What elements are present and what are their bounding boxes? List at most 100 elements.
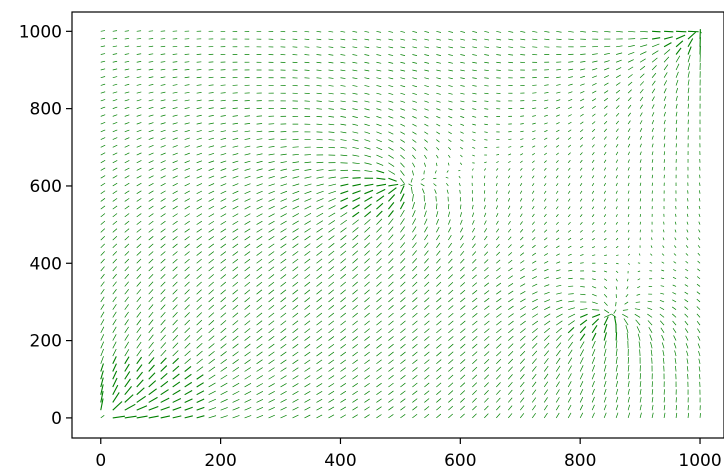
vector-arrow [244,123,251,125]
vector-arrow [160,45,166,48]
vector-arrow [556,269,561,272]
vector-arrow [160,160,166,164]
vector-arrow [232,153,239,156]
vector-arrow [400,154,405,160]
vector-arrow [112,144,118,148]
vector-arrow [220,92,226,94]
vector-arrow [519,229,524,233]
vector-arrow [448,305,454,310]
vector-arrow [698,229,701,233]
vector-arrow [591,175,595,179]
vector-arrow [496,236,500,241]
vector-arrow [268,138,275,140]
vector-arrow [208,304,215,310]
vector-arrow [519,350,526,357]
vector-arrow [639,65,646,71]
vector-arrow [410,178,413,183]
vector-arrow [508,267,513,272]
vector-arrow [100,348,104,357]
vector-arrow [124,122,130,125]
vector-arrow [591,325,598,334]
vector-arrow [448,258,453,264]
vector-arrow [364,154,372,158]
vector-arrow [196,130,202,133]
vector-arrow [615,286,618,290]
vector-arrow [112,68,118,71]
vector-arrow [484,397,489,403]
vector-arrow [220,168,227,171]
vector-arrow [208,374,216,380]
vector-arrow [124,363,130,372]
vector-arrow [220,382,228,388]
vector-arrow [424,218,428,225]
vector-arrow [184,258,190,264]
vector-arrow [376,61,382,64]
vector-arrow [256,304,263,310]
vector-arrow [244,198,251,202]
vector-arrow [148,61,154,63]
vector-arrow [400,183,406,187]
vector-arrow [352,312,358,318]
vector-arrow [184,190,190,194]
vector-arrow [388,328,394,334]
vector-arrow [160,342,167,349]
y-tick-label: 0 [51,409,62,429]
vector-arrow [232,266,239,272]
vector-arrow [172,334,179,341]
vector-arrow [232,205,239,210]
vector-arrow [124,144,130,148]
y-tick-label: 200 [30,332,62,352]
vector-arrow [424,250,429,256]
vector-arrow [651,143,654,148]
vector-arrow [352,139,359,142]
vector-arrow [592,278,596,281]
vector-arrow [280,198,288,202]
vector-arrow [400,54,406,56]
vector-arrow [674,229,677,233]
vector-arrow [196,183,203,187]
vector-arrow [268,205,275,210]
vector-arrow [160,406,170,411]
vector-arrow [316,375,323,380]
vector-arrow [220,415,228,419]
vector-arrow [376,281,382,287]
vector-arrow [232,335,239,341]
vector-arrow [232,160,239,164]
vector-arrow [615,380,619,388]
vector-arrow [340,183,349,187]
vector-arrow [184,99,190,102]
vector-arrow [316,116,323,118]
vector-arrow [328,61,334,64]
vector-arrow [460,289,466,295]
vector-arrow [639,88,644,94]
vector-arrow [544,299,551,303]
vector-arrow [124,394,134,403]
vector-arrow [124,289,129,295]
vector-arrow [640,37,648,40]
vector-arrow [376,234,382,241]
vector-arrow [543,327,551,334]
vector-arrow [220,266,227,272]
vector-arrow [544,313,551,318]
vector-arrow [256,175,263,179]
vector-arrow [376,46,382,49]
vector-arrow [208,183,215,187]
vector-arrow [124,415,137,419]
vector-arrow [160,145,166,148]
vector-arrow [148,396,158,403]
vector-arrow [112,45,118,48]
vector-arrow [304,328,311,334]
vector-arrow [148,152,154,156]
vector-arrow [328,398,335,403]
vector-arrow [316,351,323,357]
vector-arrow [424,305,430,310]
vector-arrow [568,261,573,264]
vector-arrow [424,258,429,264]
vector-arrow [256,243,263,249]
vector-arrow [651,135,654,140]
vector-arrow [556,306,563,310]
vector-arrow [484,335,490,341]
vector-arrow [544,30,550,33]
vector-arrow [220,359,227,365]
vector-arrow [244,220,251,225]
